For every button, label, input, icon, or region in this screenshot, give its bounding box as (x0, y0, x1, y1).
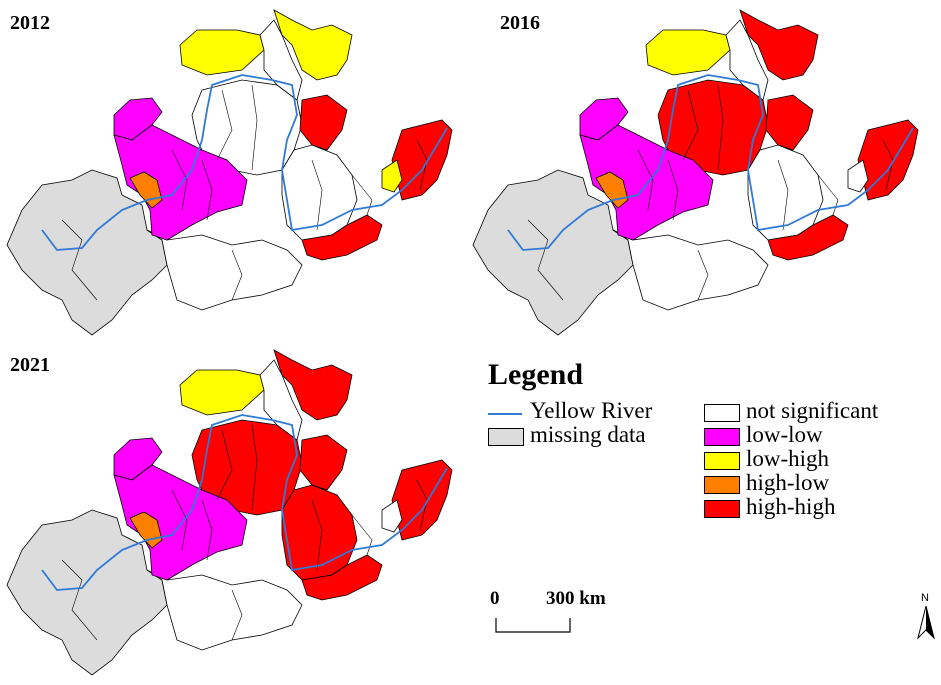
north-arrow-icon (917, 606, 935, 640)
region-low-low-main (113, 464, 248, 581)
legend-category-label: not significant (746, 398, 879, 423)
choropleth-map (6, 349, 453, 676)
region-center-ne (299, 434, 348, 491)
missing-data-swatch (488, 428, 524, 446)
low-low-swatch (704, 428, 740, 446)
scale-bar: 0 300 km (488, 588, 628, 638)
region-east (857, 119, 919, 201)
north-arrow: N (914, 592, 938, 640)
region-east (391, 459, 453, 541)
region-south (146, 229, 303, 311)
region-north-c (259, 19, 303, 101)
region-east (391, 119, 453, 201)
low-high-swatch (704, 452, 740, 470)
north-label: N (921, 592, 929, 604)
region-east-small (381, 159, 403, 193)
region-north-b (739, 9, 819, 81)
legend-category-label: low-high (746, 446, 830, 471)
region-north-a (645, 29, 731, 76)
yellow-river-line (41, 74, 448, 251)
region-low-low-main (113, 124, 248, 241)
yellow-river-symbol (488, 413, 522, 415)
region-east-small (847, 159, 869, 193)
region-south (612, 229, 769, 311)
district-boundaries (61, 424, 428, 641)
region-south-strip (767, 214, 849, 261)
legend-category-label: high-high (746, 494, 836, 519)
legend-title: Legend (488, 358, 584, 391)
region-north-a (179, 369, 265, 416)
year-label: 2021 (10, 354, 50, 376)
high-high-swatch (704, 500, 740, 518)
yellow-river-line (41, 414, 448, 591)
map-panel-2021: 2021 (0, 340, 470, 676)
region-west (6, 169, 168, 336)
year-label: 2012 (10, 12, 50, 34)
map-panel-2016: 2016 (468, 0, 938, 340)
district-boundaries (527, 84, 894, 301)
region-east-small (381, 499, 403, 533)
scale-bar-line (495, 618, 571, 633)
region-west (6, 509, 168, 676)
region-low-low-main (579, 124, 714, 241)
map-panel-2012: 2012 (0, 0, 470, 340)
legend-missing-label: missing data (530, 422, 646, 447)
region-north-b (273, 349, 353, 421)
region-center-ne (299, 94, 348, 151)
region-north-a (179, 29, 265, 76)
region-north-c (725, 19, 769, 101)
legend-category-label: low-low (746, 422, 823, 447)
year-label: 2016 (500, 12, 540, 34)
high-low-swatch (704, 476, 740, 494)
scale-zero-label: 0 (490, 588, 500, 609)
legend: Legend Yellow River missing data not sig… (488, 358, 928, 528)
scale-distance-label: 300 km (546, 588, 606, 609)
region-center-ne (765, 94, 814, 151)
choropleth-map (472, 9, 919, 336)
region-south-strip (301, 214, 383, 261)
legend-river-label: Yellow River (530, 398, 653, 423)
choropleth-map (6, 9, 453, 336)
region-north-b (273, 9, 353, 81)
region-west (472, 169, 634, 336)
region-north-c (259, 359, 303, 441)
not-significant-swatch (704, 404, 740, 422)
yellow-river-line (507, 74, 914, 251)
region-south-strip (301, 554, 383, 601)
legend-category-label: high-low (746, 470, 830, 495)
region-south (146, 569, 303, 651)
